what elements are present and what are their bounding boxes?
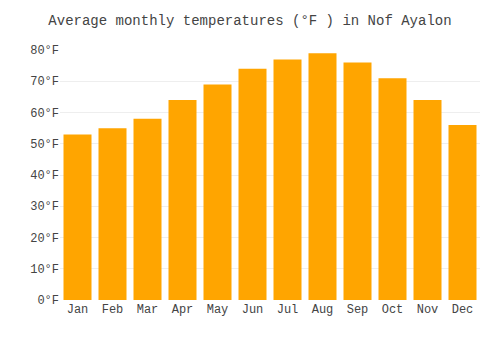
svg-text:Nov: Nov [417,303,439,317]
svg-text:40°F: 40°F [30,169,59,183]
svg-text:May: May [207,303,229,317]
svg-text:Aug: Aug [312,303,334,317]
svg-text:70°F: 70°F [30,75,59,89]
svg-text:50°F: 50°F [30,138,59,152]
svg-text:Mar: Mar [137,303,159,317]
svg-text:20°F: 20°F [30,232,59,246]
svg-text:Apr: Apr [172,303,194,317]
svg-text:Jun: Jun [242,303,264,317]
svg-text:Dec: Dec [452,303,474,317]
svg-text:80°F: 80°F [30,44,59,58]
svg-text:Average monthly temperatures (: Average monthly temperatures (°F ) in No… [48,13,451,29]
svg-text:Feb: Feb [102,303,124,317]
svg-text:0°F: 0°F [37,294,59,308]
svg-text:10°F: 10°F [30,263,59,277]
svg-text:Oct: Oct [382,303,404,317]
svg-text:Jul: Jul [277,303,299,317]
svg-text:Sep: Sep [347,303,369,317]
svg-text:Jan: Jan [67,303,89,317]
svg-text:60°F: 60°F [30,107,59,121]
svg-text:30°F: 30°F [30,200,59,214]
